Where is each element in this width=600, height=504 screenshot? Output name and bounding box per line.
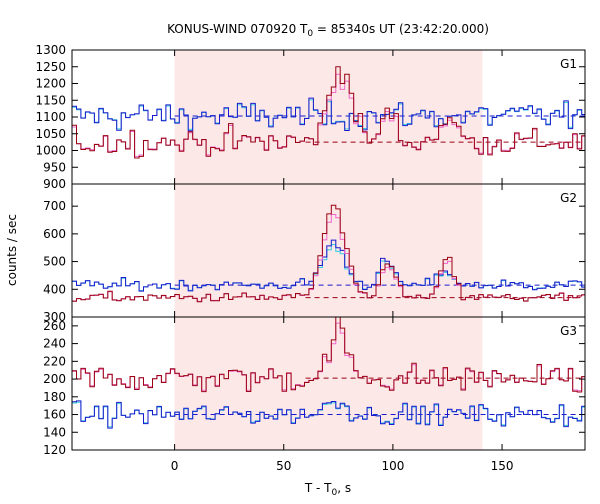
x-axis-label-suffix: , s xyxy=(337,481,351,495)
x-tick-label: 50 xyxy=(276,459,291,473)
y-tick-label: 400 xyxy=(43,282,66,296)
y-tick-label: 300 xyxy=(43,310,66,324)
y-tick-label: 140 xyxy=(43,425,66,439)
y-tick-label: 500 xyxy=(43,255,66,269)
panel-g3: 120 140 160 180 200 220 240 260 G3 xyxy=(43,316,586,457)
x-axis-label-prefix: T - T xyxy=(304,481,332,495)
series-blue-g2 xyxy=(72,239,585,292)
y-tick-label: 120 xyxy=(43,443,66,457)
chart-title-suffix: = 85340s UT (23:42:20.000) xyxy=(313,22,489,36)
y-tick-label: 1100 xyxy=(35,110,66,124)
chart-title-subscript: 0 xyxy=(307,29,313,39)
panel-label: G2 xyxy=(560,191,577,205)
series-blue-g3 xyxy=(72,400,585,429)
chart-title-prefix: KONUS-WIND 070920 T xyxy=(167,22,308,36)
panel-g2: 300 400 500 600 700 G2 xyxy=(43,183,586,324)
y-tick-label: 600 xyxy=(43,227,66,241)
y-tick-label: 260 xyxy=(43,319,66,333)
y-axis-label: counts / sec xyxy=(5,214,19,286)
y-tick-label: 1300 xyxy=(35,43,66,57)
y-tick-label: 1150 xyxy=(35,93,66,107)
y-tick-label: 180 xyxy=(43,390,66,404)
y-tick-label: 160 xyxy=(43,408,66,422)
panel-g1: 900 950 1000 1050 1100 1150 1200 1250 1300 G1 xyxy=(35,43,586,191)
y-tick-label: 220 xyxy=(43,354,66,368)
y-tick-label: 1050 xyxy=(35,127,66,141)
x-axis-label: T - T0, s xyxy=(304,481,351,498)
y-tick-label: 1200 xyxy=(35,77,66,91)
y-tick-label: 700 xyxy=(43,199,66,213)
plot-layer: 9009501000105011001150120012501300G13004… xyxy=(35,43,586,473)
y-tick-label: 1000 xyxy=(35,144,66,158)
panel-label: G1 xyxy=(560,57,577,71)
x-tick-label: 150 xyxy=(491,459,514,473)
y-tick-label: 200 xyxy=(43,372,66,386)
y-tick-label: 950 xyxy=(43,160,66,174)
series-darkred-g3 xyxy=(72,316,585,393)
x-tick-label: 100 xyxy=(381,459,404,473)
x-tick-label: 0 xyxy=(171,459,179,473)
series-darkred-g1 xyxy=(72,66,585,159)
y-tick-label: 900 xyxy=(43,177,66,191)
chart-title: KONUS-WIND 070920 T0 = 85340s UT (23:42:… xyxy=(167,22,489,39)
x-axis-label-subscript: 0 xyxy=(332,488,338,498)
y-tick-label: 1250 xyxy=(35,60,66,74)
series-darkred-g2 xyxy=(72,204,585,303)
y-tick-label: 240 xyxy=(43,337,66,351)
panel-label: G3 xyxy=(560,324,577,338)
panel-frame xyxy=(71,316,586,451)
